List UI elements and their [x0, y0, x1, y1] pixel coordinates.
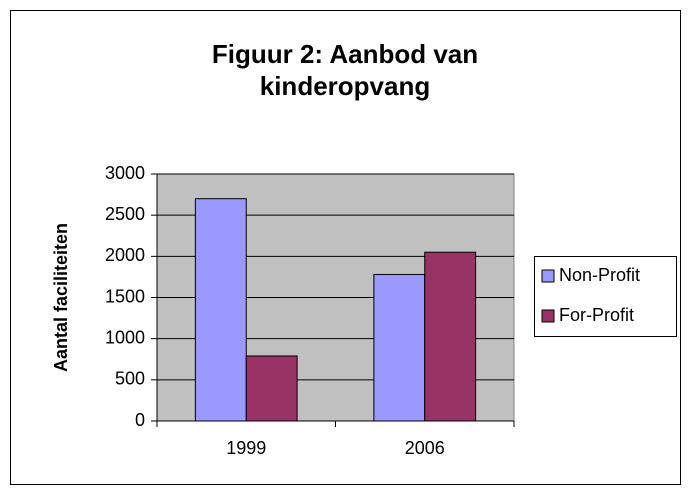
legend-box: [534, 256, 677, 337]
x-tick-label: 1999: [226, 438, 266, 458]
y-axis-label: Aantal faciliteiten: [51, 223, 71, 372]
legend-label: For-Profit: [559, 305, 634, 325]
bar: [424, 251, 477, 422]
legend-swatch: [541, 269, 555, 283]
y-tick-label: 2000: [105, 245, 145, 265]
legend-swatch: [541, 309, 555, 323]
legend-label: Non-Profit: [559, 265, 640, 285]
chart-title: Figuur 2: Aanbod van kinderopvang: [211, 39, 479, 101]
x-tick-label: 2006: [405, 438, 445, 458]
y-tick-label: 0: [135, 410, 145, 430]
bar: [194, 198, 247, 422]
y-tick-label: 3000: [105, 163, 145, 183]
y-tick-label: 1500: [105, 286, 145, 306]
y-tick-label: 500: [115, 369, 145, 389]
bar: [373, 273, 426, 422]
y-tick-label: 2500: [105, 204, 145, 224]
bar: [245, 355, 298, 422]
y-tick-label: 1000: [105, 327, 145, 347]
